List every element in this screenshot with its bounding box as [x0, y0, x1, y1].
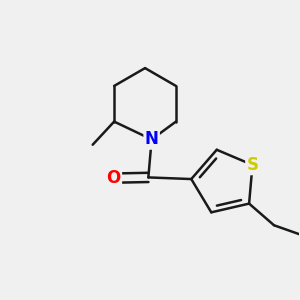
- Text: O: O: [106, 169, 121, 187]
- Text: S: S: [247, 156, 259, 174]
- Text: N: N: [145, 130, 159, 148]
